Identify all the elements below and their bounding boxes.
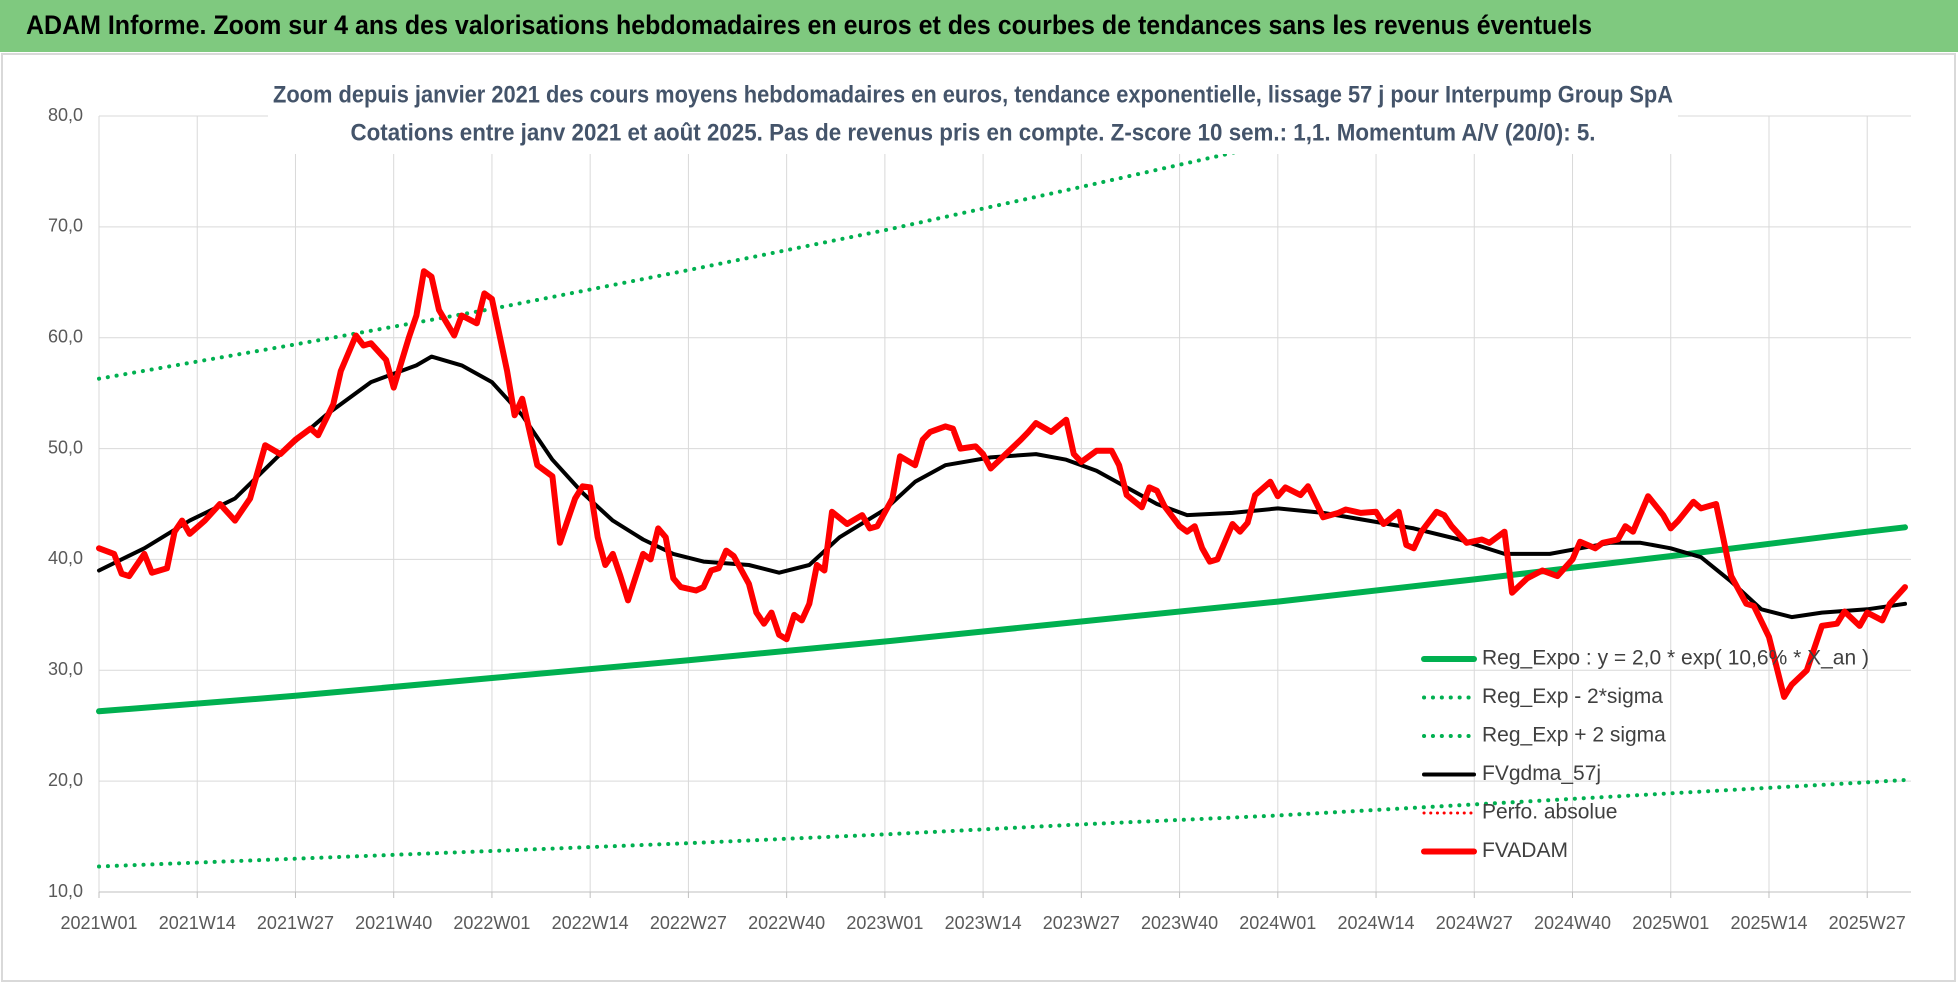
- y-tick-label: 30,0: [48, 659, 83, 679]
- chart-frame: [1, 53, 1956, 982]
- y-tick-label: 10,0: [48, 881, 83, 901]
- x-tick-label: 2022W14: [552, 913, 629, 933]
- x-tick-label: 2025W14: [1730, 913, 1807, 933]
- legend-label: Reg_Exp - 2*sigma: [1482, 685, 1663, 708]
- page-title: ADAM Informe. Zoom sur 4 ans des valoris…: [26, 10, 1592, 40]
- x-tick-label: 2024W01: [1239, 913, 1316, 933]
- x-tick-label: 2023W40: [1141, 913, 1218, 933]
- x-tick-label: 2022W40: [748, 913, 825, 933]
- y-tick-label: 20,0: [48, 770, 83, 790]
- y-tick-label: 70,0: [48, 216, 83, 236]
- legend: Reg_Expo : y = 2,0 * exp( 10,6% * X_an )…: [1421, 647, 1869, 862]
- x-tick-label: 2024W14: [1338, 913, 1415, 933]
- legend-label: FVADAM: [1482, 839, 1568, 862]
- x-tick-label: 2023W01: [846, 913, 923, 933]
- x-tick-label: 2024W40: [1534, 913, 1611, 933]
- subtitle-line: Cotations entre janv 2021 et août 2025. …: [351, 119, 1596, 146]
- series-line: [97, 778, 1907, 869]
- subtitle-line: Zoom depuis janvier 2021 des cours moyen…: [273, 81, 1673, 108]
- x-tick-label: 2025W01: [1632, 913, 1709, 933]
- y-tick-label: 50,0: [48, 437, 83, 457]
- series-line: [97, 354, 1907, 620]
- x-tick-label: 2025W27: [1829, 913, 1906, 933]
- series-line: [96, 524, 1908, 715]
- x-tick-label: 2022W27: [650, 913, 727, 933]
- legend-label: Reg_Expo : y = 2,0 * exp( 10,6% * X_an ): [1482, 647, 1869, 670]
- series-line: [96, 268, 1908, 700]
- x-tick-label: 2021W40: [355, 913, 432, 933]
- header-bar: [0, 0, 1958, 52]
- legend-label: Perfo. absolue: [1482, 801, 1617, 824]
- x-tick-label: 2021W01: [60, 913, 137, 933]
- x-tick-label: 2022W01: [453, 913, 530, 933]
- grid: 10,0 20,0 30,0 40,0 50,0 60,0 70,0 80,0 2021W01 2…: [48, 105, 1911, 933]
- x-tick-label: 2023W27: [1043, 913, 1120, 933]
- x-tick-label: 2023W14: [945, 913, 1022, 933]
- legend-label: Reg_Exp + 2 sigma: [1482, 724, 1666, 747]
- x-tick-label: 2021W27: [257, 913, 334, 933]
- y-tick-label: 40,0: [48, 548, 83, 568]
- y-tick-label: 80,0: [48, 105, 83, 125]
- x-tick-label: 2024W27: [1436, 913, 1513, 933]
- x-tick-label: 2021W14: [159, 913, 236, 933]
- y-tick-label: 60,0: [48, 326, 83, 346]
- legend-label: FVgdma_57j: [1482, 762, 1601, 785]
- plot: [96, 112, 1908, 869]
- subtitle-box: [268, 76, 1678, 154]
